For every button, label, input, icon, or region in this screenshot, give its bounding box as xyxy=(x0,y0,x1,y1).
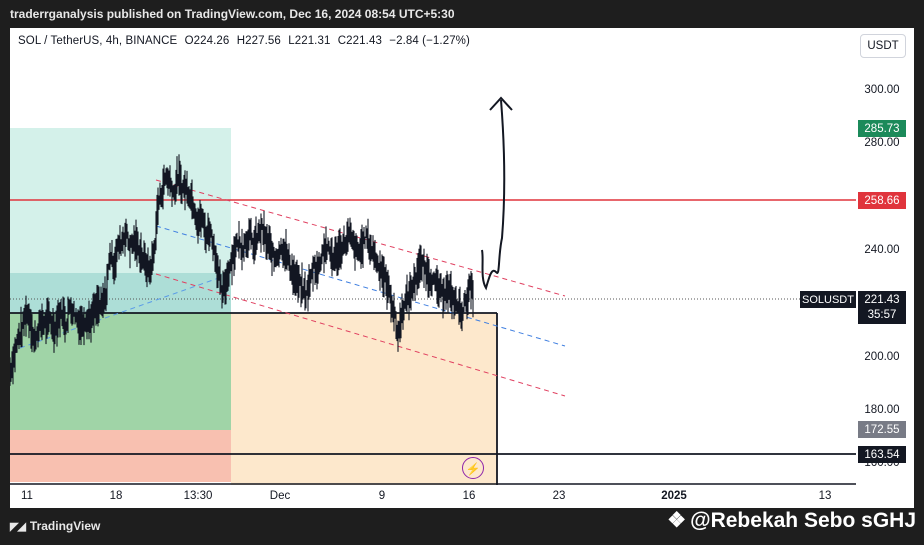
countdown-label: 35:57 xyxy=(868,309,897,321)
legend-change: −2.84 (−1.27%) xyxy=(389,35,470,47)
time-tick: Dec xyxy=(270,490,291,502)
watermark-text: @Rebekah Sebo sGHJ xyxy=(690,508,916,532)
symbol-label: SOLUSDT xyxy=(802,294,854,306)
price-scale-bg xyxy=(856,28,914,484)
time-tick: 11 xyxy=(21,490,33,502)
legend-close: C221.43 xyxy=(337,35,382,47)
time-tick: 13:30 xyxy=(184,490,213,502)
time-tick: 18 xyxy=(110,490,123,502)
legend-high: H227.56 xyxy=(236,35,281,47)
support-label: 163.54 xyxy=(864,449,900,461)
price-tick: 200.00 xyxy=(864,351,899,363)
tradingview-logo-icon: ◤◢ xyxy=(10,520,26,533)
time-tick: 9 xyxy=(379,490,385,502)
published-header: traderrganalysis published on TradingVie… xyxy=(10,7,455,21)
flash-icon[interactable]: ⚡ xyxy=(462,457,484,479)
legend-symbol: SOL / TetherUS, 4h, BINANCE xyxy=(18,35,178,47)
resistance-label: 258.66 xyxy=(864,195,899,207)
time-tick: 16 xyxy=(463,490,476,502)
support-badge xyxy=(858,446,906,463)
mid-level-label: 172.55 xyxy=(864,424,899,436)
chart-frame[interactable]: 300.00 280.00 240.00 200.00 180.00 160.0… xyxy=(10,28,914,508)
price-tick: 240.00 xyxy=(864,244,899,256)
resistance-badge xyxy=(858,192,906,209)
entry-zone xyxy=(10,273,231,313)
footer-brand: ◤◢ TradingView xyxy=(10,519,100,533)
current-price-badge xyxy=(858,291,906,324)
time-tick: 23 xyxy=(553,490,566,502)
currency-button[interactable]: USDT xyxy=(860,34,906,58)
time-tick: 13 xyxy=(819,490,832,502)
footer-brand-text: TradingView xyxy=(29,519,101,533)
price-tick: 180.00 xyxy=(864,404,899,416)
price-tick: 300.00 xyxy=(864,84,899,96)
legend-low: L221.31 xyxy=(288,35,331,47)
symbol-badge xyxy=(800,291,856,308)
channel-lower-line[interactable] xyxy=(155,273,566,397)
projection-arrow-path xyxy=(481,99,506,291)
price-tick: 280.00 xyxy=(864,137,899,149)
stop-zone xyxy=(10,430,231,482)
projection-arrowhead xyxy=(489,96,513,111)
channel-upper-line[interactable] xyxy=(155,179,566,297)
watermark: ❖ @Rebekah Sebo sGHJ xyxy=(667,508,916,533)
current-price-label: 221.43 xyxy=(864,294,899,306)
time-axis-bg xyxy=(10,485,914,508)
loss-zone xyxy=(231,313,497,508)
target-price-label: 285.73 xyxy=(864,123,899,135)
target-price-badge xyxy=(858,120,906,137)
price-bars xyxy=(10,154,474,386)
time-tick: 2025 xyxy=(661,490,687,502)
mid-level-badge xyxy=(858,421,906,438)
diamond-logo-icon: ❖ xyxy=(667,509,687,532)
channel-mid-line[interactable] xyxy=(155,225,566,347)
legend-open: O224.26 xyxy=(184,35,230,47)
price-chart[interactable]: 300.00 280.00 240.00 200.00 180.00 160.0… xyxy=(10,28,914,508)
symbol-legend[interactable]: SOL / TetherUS, 4h, BINANCE O224.26 H227… xyxy=(18,35,474,47)
